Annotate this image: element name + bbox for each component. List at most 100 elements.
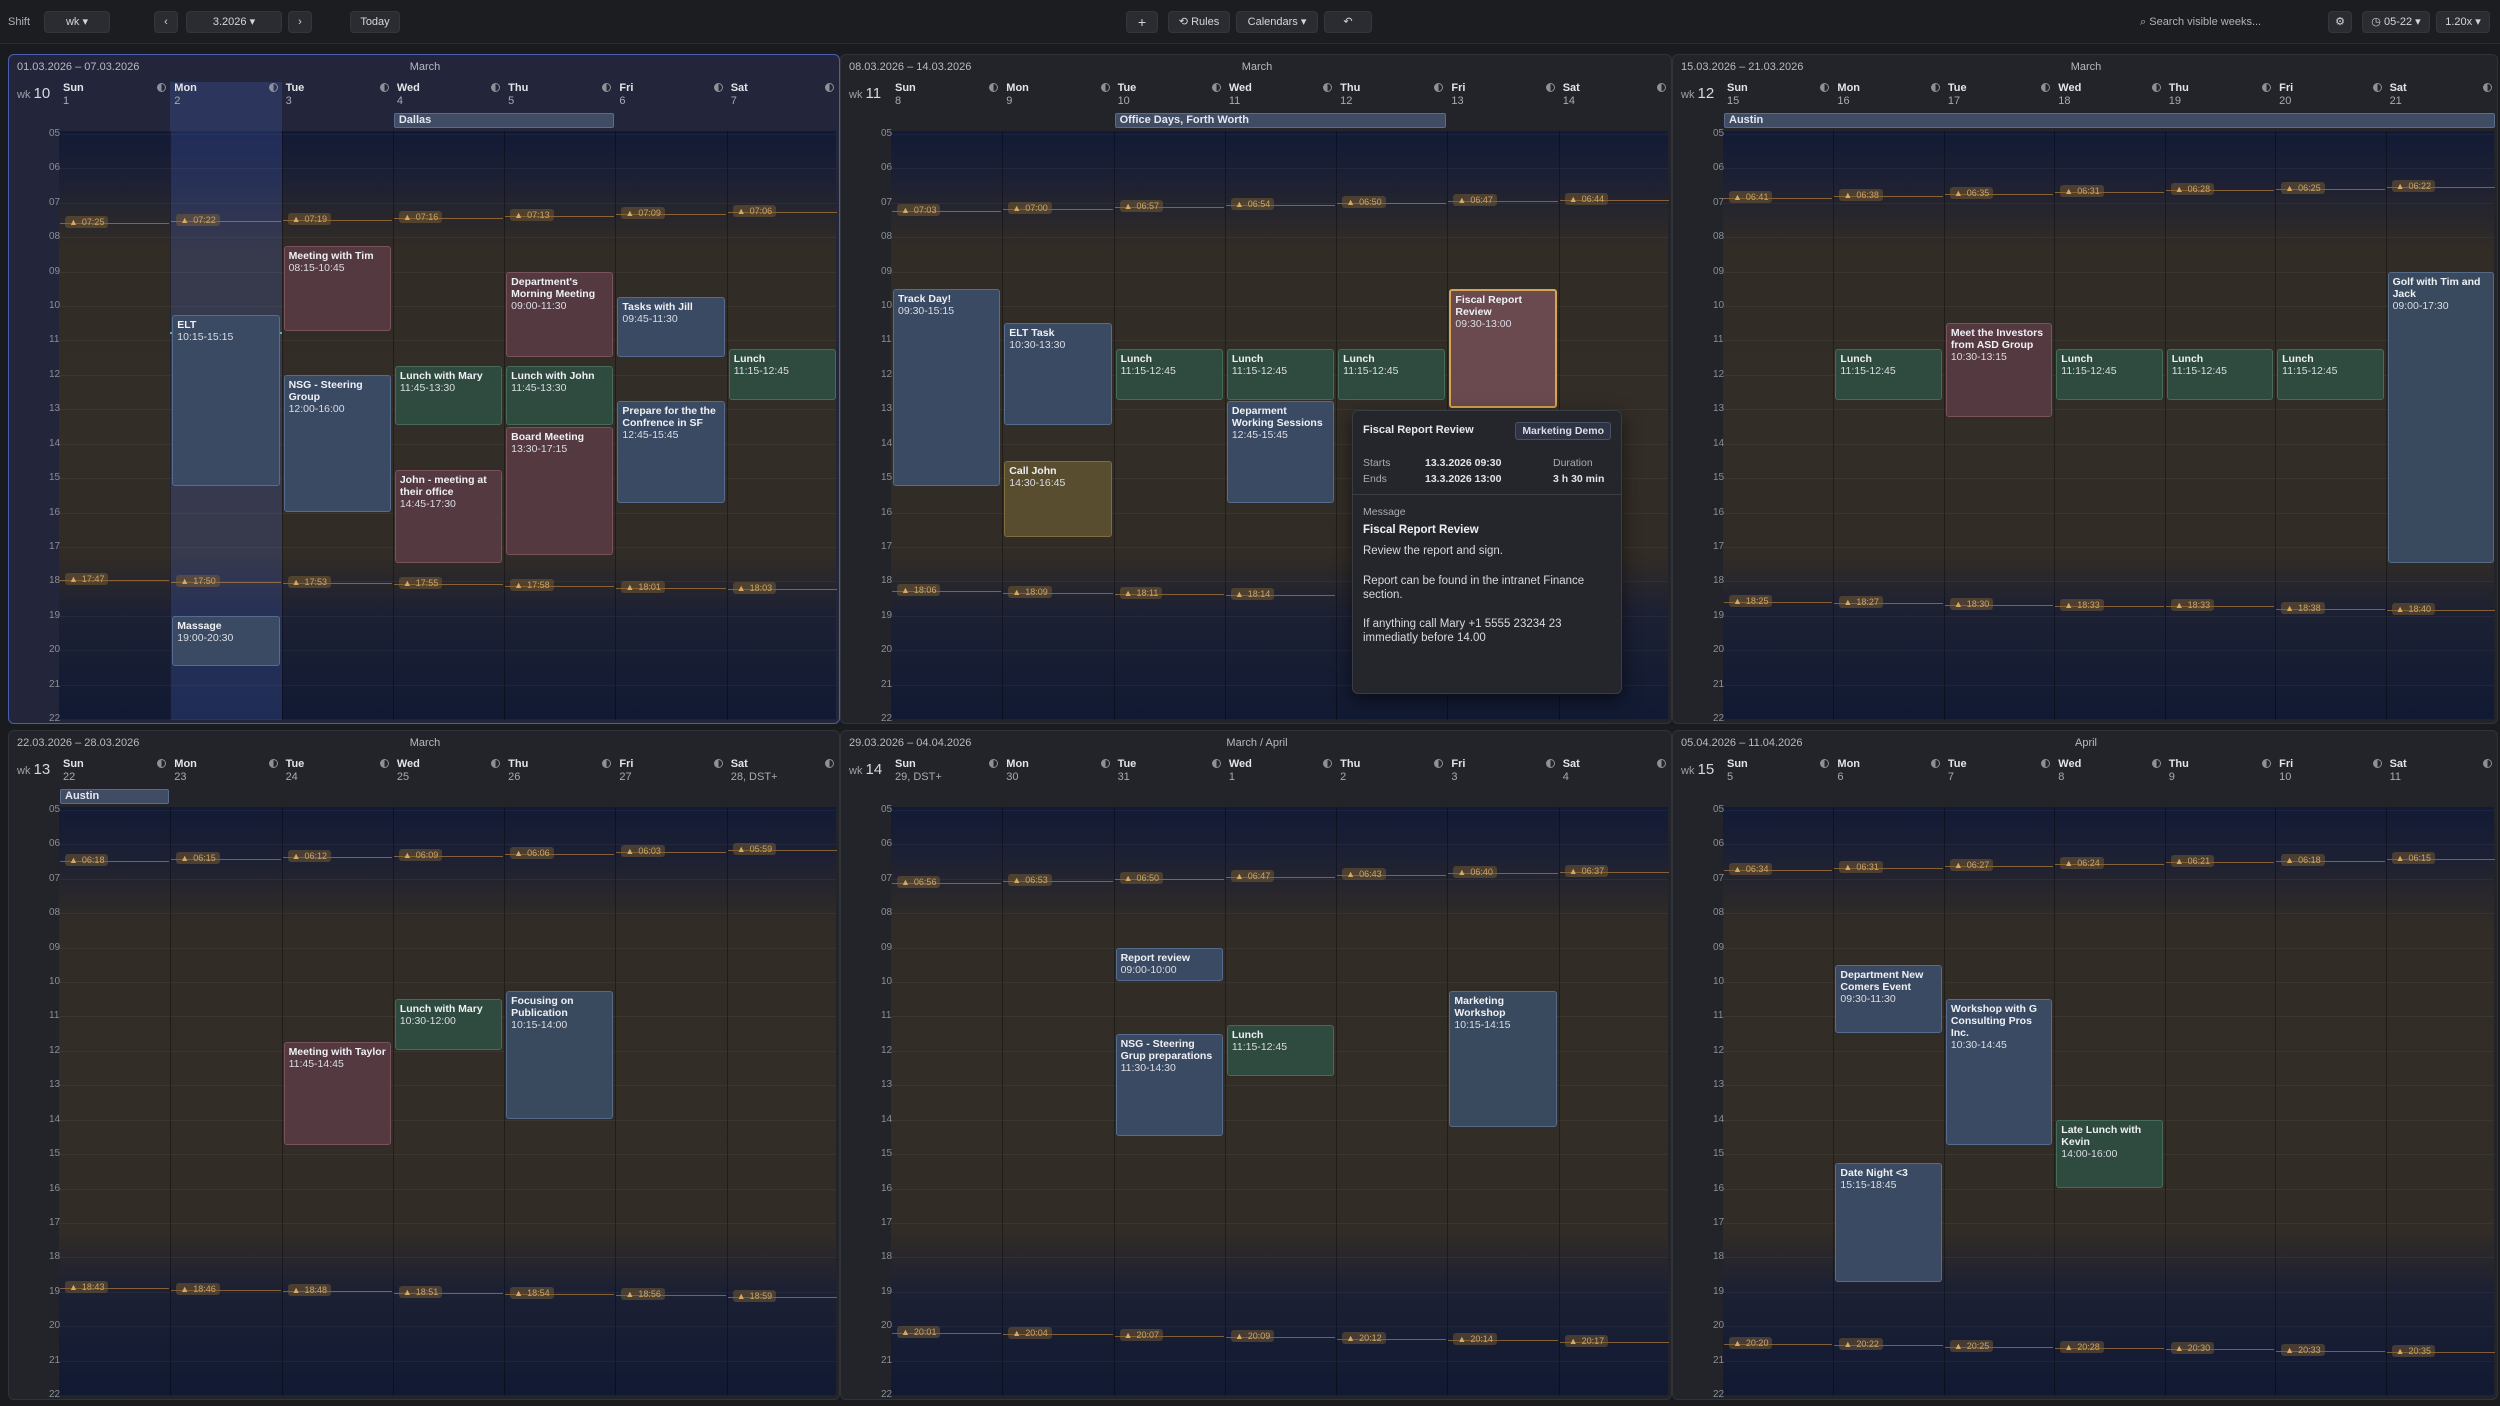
calendar-event[interactable]: Deparment Working Sessions 12:45-15:45 — [1226, 400, 1335, 503]
calendar-event[interactable]: Date Night <3 15:15-18:45 — [1835, 1162, 1942, 1283]
day-header[interactable]: Mon 30 — [1002, 758, 1113, 788]
day-header[interactable]: Thu 5 — [504, 82, 615, 112]
calendar-event[interactable]: Lunch with Mary 11:45-13:30 — [394, 366, 503, 426]
calendar-event[interactable]: NSG - Steering Grup preparations 11:30-14… — [1115, 1033, 1223, 1136]
calendar-event[interactable]: Lunch 11:15-12:45 — [2056, 349, 2163, 400]
calendar-event[interactable]: Marketing Workshop 10:15-14:15 — [1449, 990, 1557, 1128]
calendar-event[interactable]: Department's Morning Meeting 09:00-11:30 — [506, 271, 614, 357]
day-divider — [1447, 807, 1449, 1396]
day-header[interactable]: Wed 8 — [2054, 758, 2164, 788]
next-button[interactable]: › — [288, 11, 312, 33]
day-header[interactable]: Sun 29, DST+ — [891, 758, 1002, 788]
day-header[interactable]: Mon 2 — [170, 82, 281, 112]
today-button[interactable]: Today — [350, 11, 400, 33]
day-header[interactable]: Fri 10 — [2275, 758, 2385, 788]
zoom-select[interactable]: 1.20x ▾ — [2436, 11, 2490, 33]
sunset-line — [282, 1290, 392, 1292]
calendar-event[interactable]: ELT 10:15-15:15 — [172, 314, 280, 486]
day-header[interactable]: Thu 9 — [2165, 758, 2275, 788]
date-select[interactable]: 3.2026 ▾ — [186, 11, 282, 33]
day-header[interactable]: Wed 11 — [1225, 82, 1336, 112]
day-header[interactable]: Thu 12 — [1336, 82, 1447, 112]
settings-button[interactable]: ⚙ — [2328, 11, 2352, 33]
calendar-event[interactable]: NSG - Steering Group 12:00-16:00 — [283, 374, 391, 512]
day-header[interactable]: Tue 10 — [1114, 82, 1225, 112]
popup-calendar-badge[interactable]: Marketing Demo — [1515, 422, 1611, 440]
day-header[interactable]: Thu 19 — [2165, 82, 2275, 112]
all-day-event[interactable]: Austin — [60, 789, 170, 804]
day-header[interactable]: Sat 11 — [2386, 758, 2496, 788]
calendar-event[interactable]: Late Lunch with Kevin 14:00-16:00 — [2056, 1119, 2163, 1188]
all-day-event[interactable]: Office Days, Forth Worth — [1114, 113, 1447, 128]
calendar-event[interactable]: Lunch 11:15-12:45 — [1338, 349, 1446, 400]
calendar-event[interactable]: Lunch 11:15-12:45 — [2277, 349, 2384, 400]
calendar-event[interactable]: Tasks with Jill 09:45-11:30 — [617, 297, 725, 357]
calendar-event[interactable]: Golf with Tim and Jack 09:00-17:30 — [2387, 271, 2494, 564]
calendar-event[interactable]: Board Meeting 13:30-17:15 — [506, 426, 614, 555]
day-header[interactable]: Tue 31 — [1114, 758, 1225, 788]
rules-button[interactable]: ⟲ Rules — [1168, 11, 1230, 33]
calendar-event[interactable]: Lunch 11:15-12:45 — [1835, 349, 1942, 400]
day-header[interactable]: Wed 18 — [2054, 82, 2164, 112]
day-header[interactable]: Tue 3 — [282, 82, 393, 112]
calendar-event[interactable]: Lunch with Mary 10:30-12:00 — [394, 999, 503, 1050]
day-header[interactable]: Mon 6 — [1833, 758, 1943, 788]
day-header[interactable]: Mon 16 — [1833, 82, 1943, 112]
day-header[interactable]: Sat 21 — [2386, 82, 2496, 112]
day-header[interactable]: Fri 6 — [615, 82, 726, 112]
day-header[interactable]: Sun 8 — [891, 82, 1002, 112]
calendar-event[interactable]: Call John 14:30-16:45 — [1004, 460, 1112, 538]
calendar-event[interactable]: Lunch 11:15-12:45 — [1226, 1025, 1335, 1076]
calendar-event[interactable]: Meeting with Tim 08:15-10:45 — [283, 245, 391, 331]
calendar-event[interactable]: Lunch 11:15-12:45 — [728, 349, 836, 400]
day-header[interactable]: Sun 15 — [1723, 82, 1833, 112]
day-header[interactable]: Wed 1 — [1225, 758, 1336, 788]
day-header[interactable]: Sun 22 — [59, 758, 170, 788]
calendars-button[interactable]: Calendars ▾ — [1236, 11, 1318, 33]
day-header[interactable]: Fri 3 — [1447, 758, 1558, 788]
calendar-event[interactable]: Track Day! 09:30-15:15 — [893, 288, 1001, 486]
day-header[interactable]: Sat 14 — [1559, 82, 1670, 112]
calendar-event[interactable]: Lunch 11:15-12:45 — [1115, 349, 1223, 400]
day-header[interactable]: Fri 27 — [615, 758, 726, 788]
day-header[interactable]: Sun 5 — [1723, 758, 1833, 788]
undo-button[interactable]: ↶ — [1324, 11, 1372, 33]
search-field[interactable]: ⌕ Search visible weeks... — [2140, 11, 2280, 33]
calendar-event[interactable]: Lunch 11:15-12:45 — [1226, 349, 1335, 400]
add-button[interactable]: + — [1126, 11, 1158, 33]
prev-button[interactable]: ‹ — [154, 11, 178, 33]
all-day-event[interactable]: Dallas — [393, 113, 615, 128]
calendar-event[interactable]: Department New Comers Event 09:30-11:30 — [1835, 964, 1942, 1033]
calendar-event[interactable]: Lunch 11:15-12:45 — [2166, 349, 2274, 400]
day-header[interactable]: Sat 4 — [1559, 758, 1670, 788]
all-day-event[interactable]: Austin — [1724, 113, 2495, 128]
calendar-event[interactable]: Lunch with John 11:45-13:30 — [506, 366, 614, 426]
day-header[interactable]: Sun 1 — [59, 82, 170, 112]
day-header[interactable]: Tue 24 — [282, 758, 393, 788]
calendar-event[interactable]: Prepare for the the Confrence in SF 12:45… — [617, 400, 725, 503]
day-header[interactable]: Sat 7 — [727, 82, 838, 112]
calendar-event[interactable]: Massage 19:00-20:30 — [172, 615, 280, 667]
day-header[interactable]: Wed 4 — [393, 82, 504, 112]
calendar-event[interactable]: Meet the Investors from ASD Group 10:30-1… — [1945, 323, 2053, 417]
calendar-event[interactable]: Focusing on Publication 10:15-14:00 — [506, 990, 614, 1119]
calendar-event[interactable]: Workshop with G Consulting Pros Inc. 10:3… — [1945, 999, 2053, 1145]
sunset-time: 20:04 — [1025, 1328, 1048, 1339]
calendar-event[interactable]: ELT Task 10:30-13:30 — [1004, 323, 1112, 426]
day-header[interactable]: Fri 13 — [1447, 82, 1558, 112]
calendar-event[interactable]: Meeting with Taylor 11:45-14:45 — [283, 1042, 391, 1145]
day-header[interactable]: Tue 17 — [1944, 82, 2054, 112]
day-header[interactable]: Thu 2 — [1336, 758, 1447, 788]
day-header[interactable]: Mon 23 — [170, 758, 281, 788]
calendar-event[interactable]: Fiscal Report Review 09:30-13:00 — [1449, 288, 1557, 409]
day-header[interactable]: Sat 28, DST+ — [727, 758, 838, 788]
hours-select[interactable]: ◷ 05-22 ▾ — [2362, 11, 2430, 33]
day-header[interactable]: Mon 9 — [1002, 82, 1113, 112]
day-header[interactable]: Thu 26 — [504, 758, 615, 788]
calendar-event[interactable]: Report review 09:00-10:00 — [1115, 947, 1223, 982]
day-header[interactable]: Fri 20 — [2275, 82, 2385, 112]
day-header[interactable]: Wed 25 — [393, 758, 504, 788]
day-header[interactable]: Tue 7 — [1944, 758, 2054, 788]
view-select[interactable]: wk ▾ — [44, 11, 110, 33]
calendar-event[interactable]: John - meeting at their office 14:45-17:3… — [394, 469, 503, 564]
